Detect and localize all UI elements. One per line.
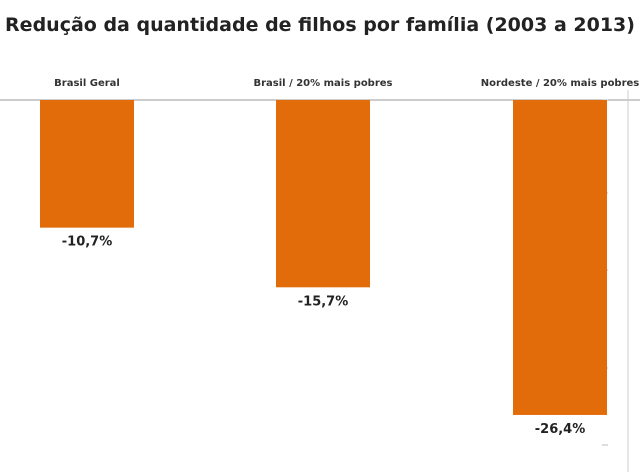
data-label-2: -15,7% xyxy=(298,294,349,309)
bar-2 xyxy=(276,100,370,288)
category-label-1: Brasil Geral xyxy=(54,78,120,89)
data-label-1: -10,7% xyxy=(62,235,113,250)
data-label-3: -26,4% xyxy=(535,422,586,437)
bar-3 xyxy=(513,100,607,415)
chart-title: Redução da quantidade de filhos por famí… xyxy=(5,14,635,36)
category-label-3: Nordeste / 20% mais pobres xyxy=(481,78,640,89)
category-label-2: Brasil / 20% mais pobres xyxy=(253,78,392,89)
bar-1 xyxy=(40,100,134,228)
